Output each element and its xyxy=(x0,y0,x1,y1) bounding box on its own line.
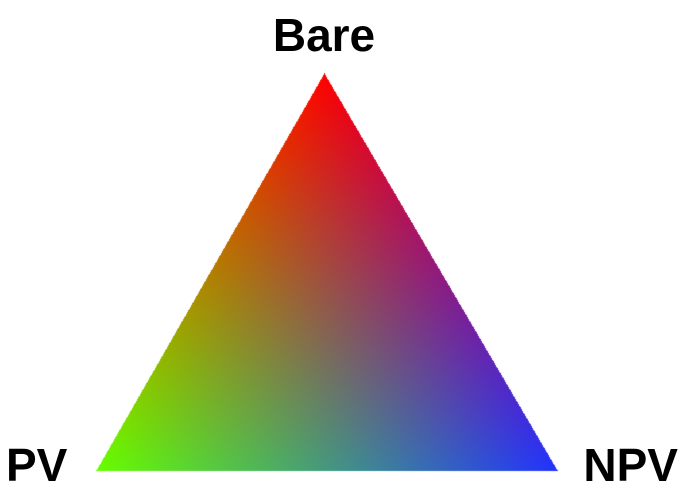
label-npv: NPV xyxy=(583,439,678,491)
label-pv: PV xyxy=(6,439,68,491)
label-bare: Bare xyxy=(272,9,376,61)
